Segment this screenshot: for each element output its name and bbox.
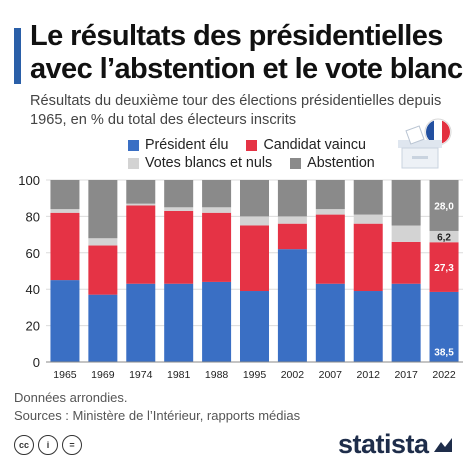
footnotes: Données arrondies. Sources : Ministère d… [14, 389, 300, 425]
legend: Président élu Candidat vaincu Votes blan… [128, 137, 388, 173]
legend-item-vaincu: Candidat vaincu [246, 137, 366, 153]
statista-mark-icon [433, 437, 452, 452]
data-label: 6,2 [437, 233, 451, 244]
legend-item-abstention: Abstention [290, 155, 375, 171]
data-label: 28,0 [434, 201, 454, 212]
x-tick-label: 1981 [167, 369, 191, 381]
bar-segment [240, 225, 269, 292]
y-tick-label: 80 [26, 209, 40, 224]
bar-segment [50, 180, 80, 210]
bar-segment [126, 283, 156, 362]
data-label: 27,3 [434, 263, 454, 274]
bar-segment [315, 283, 345, 362]
legend-label-elu: Président élu [145, 137, 229, 153]
legend-label-abstention: Abstention [307, 155, 375, 171]
x-tick-label: 2017 [394, 369, 418, 381]
x-tick-label: 1969 [91, 369, 115, 381]
bar-segment [353, 180, 383, 215]
bar-segment [164, 207, 194, 211]
bar-segment [126, 205, 156, 284]
bar-segment [164, 210, 194, 284]
bar-segment [126, 180, 156, 204]
x-tick-label: 1974 [129, 369, 153, 381]
x-tick-label: 1988 [205, 369, 229, 381]
y-tick-label: 20 [26, 319, 40, 334]
note-rounded: Données arrondies. [14, 390, 128, 405]
y-tick-label: 100 [18, 173, 40, 188]
y-tick-label: 0 [33, 355, 40, 370]
bar-segment [164, 283, 194, 362]
bar-segment [202, 281, 232, 362]
bar-segment [126, 203, 156, 206]
bar-segment [429, 242, 459, 292]
bar-segment [315, 180, 345, 210]
legend-item-elu: Président élu [128, 137, 228, 153]
bar-segment [50, 212, 80, 281]
bar-segment [429, 291, 459, 362]
bar-segment [202, 212, 232, 282]
legend-label-vaincu: Candidat vaincu [263, 137, 366, 153]
bar-segment [277, 180, 307, 217]
legend-swatch-vaincu [246, 139, 258, 151]
bar-segment [429, 180, 459, 231]
bar-segment [240, 216, 269, 226]
x-tick-label: 2002 [281, 369, 305, 381]
license-icons: cc i = [14, 435, 82, 455]
statista-logo: statista [338, 429, 454, 460]
y-tick-label: 40 [26, 282, 40, 297]
legend-swatch-elu [128, 139, 139, 151]
data-label: 38,5 [434, 347, 454, 358]
x-tick-label: 1995 [243, 369, 267, 381]
bar-segment [202, 180, 232, 208]
bar-segment [315, 214, 345, 284]
bar-segment [50, 280, 80, 362]
legend-item-blancs: Votes blancs et nuls [128, 155, 272, 171]
x-tick-label: 1965 [53, 369, 77, 381]
bar-segment [429, 230, 459, 243]
bar-segment [88, 294, 118, 362]
bar-segment [315, 209, 345, 215]
bar-segment [202, 207, 232, 213]
sources: Sources : Ministère de l’Intérieur, rapp… [14, 408, 301, 423]
bar-segment [391, 283, 421, 362]
x-tick-label: 2007 [319, 369, 343, 381]
bar-segment [164, 180, 194, 208]
chart-title: Le résultats des présidentielles avec l’… [30, 20, 463, 85]
bar-segment [277, 223, 307, 250]
bar-segment [277, 249, 307, 362]
brand-name: statista [338, 429, 429, 459]
chart-subtitle: Résultats du deuxième tour des élections… [30, 93, 442, 128]
legend-swatch-blancs [128, 157, 139, 169]
y-tick-label: 60 [26, 246, 40, 261]
no-derivatives-icon: = [62, 435, 82, 455]
bar-segment [353, 291, 383, 362]
bar-segment [391, 241, 421, 284]
bar-segment [353, 223, 383, 292]
legend-swatch-abstention [290, 157, 302, 169]
legend-label-blancs: Votes blancs et nuls [145, 155, 273, 171]
attribution-icon: i [38, 435, 58, 455]
x-tick-label: 2012 [357, 369, 381, 381]
bar-segment [88, 238, 118, 246]
bar-segment [240, 291, 269, 362]
bar-segment [277, 216, 307, 224]
bar-segment [88, 180, 118, 239]
ballot-box-icon [398, 118, 452, 169]
bar-segment [391, 225, 421, 242]
x-tick-label: 2022 [432, 369, 456, 381]
bar-segment [391, 180, 421, 226]
bar-segment [88, 245, 118, 295]
bar-segment [240, 180, 269, 217]
stacked-bar-chart: 0 20 40 60 80 100 1965 1969 1974 1981 1988 1995 2002… [18, 173, 463, 381]
creative-commons-icon: cc [14, 435, 34, 455]
bar-segment [353, 214, 383, 224]
bar-segment [50, 209, 80, 213]
title-accent-bar [14, 28, 21, 84]
